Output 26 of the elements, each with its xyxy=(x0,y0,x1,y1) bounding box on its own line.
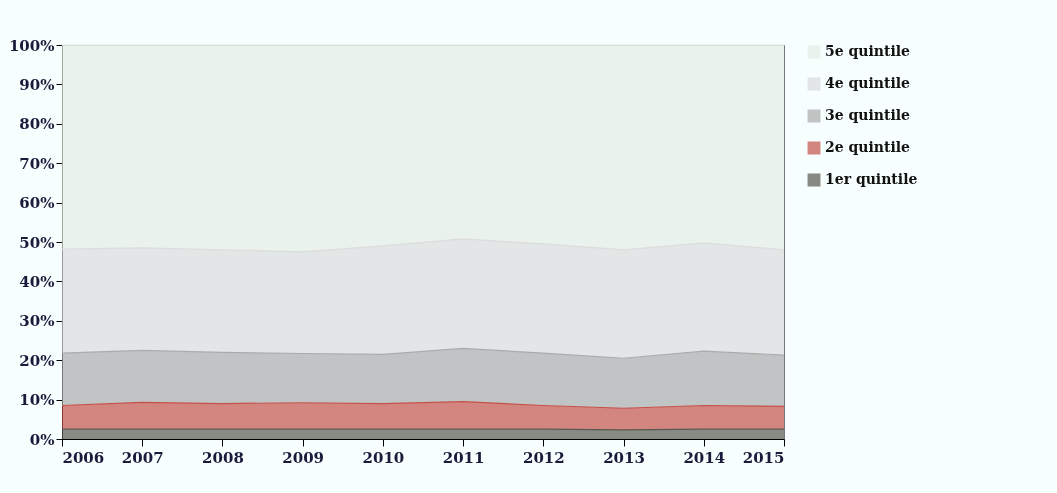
x-tick-label: 2008 xyxy=(202,448,244,467)
y-tick-label: 90% xyxy=(19,75,55,94)
legend-label: 1er quintile xyxy=(825,171,918,187)
x-tick-label: 2007 xyxy=(121,448,164,467)
legend-label: 4e quintile xyxy=(825,75,911,91)
y-tick-label: 70% xyxy=(19,154,55,173)
x-tick-label: 2013 xyxy=(603,448,645,467)
x-tick-label: 2015 xyxy=(742,448,785,467)
y-tick-label: 50% xyxy=(19,233,55,252)
x-tick-label: 2014 xyxy=(683,448,726,467)
y-tick-label: 10% xyxy=(19,391,55,410)
y-tick-label: 30% xyxy=(19,312,55,331)
legend-label: 2e quintile xyxy=(825,139,911,155)
y-tick-label: 100% xyxy=(8,36,55,55)
y-tick-label: 60% xyxy=(19,194,55,213)
y-tick-label: 80% xyxy=(19,115,55,134)
x-tick-label: 2010 xyxy=(362,448,405,467)
x-tick-label: 2011 xyxy=(442,448,485,467)
x-tick-label: 2012 xyxy=(522,448,565,467)
y-tick-label: 0% xyxy=(29,430,55,449)
legend-label: 5e quintile xyxy=(825,43,911,59)
legend-label: 3e quintile xyxy=(825,107,911,123)
x-tick-label: 2006 xyxy=(62,448,105,467)
x-tick-label: 2009 xyxy=(282,448,325,467)
y-tick-label: 20% xyxy=(19,351,55,370)
y-tick-label: 40% xyxy=(19,272,55,291)
